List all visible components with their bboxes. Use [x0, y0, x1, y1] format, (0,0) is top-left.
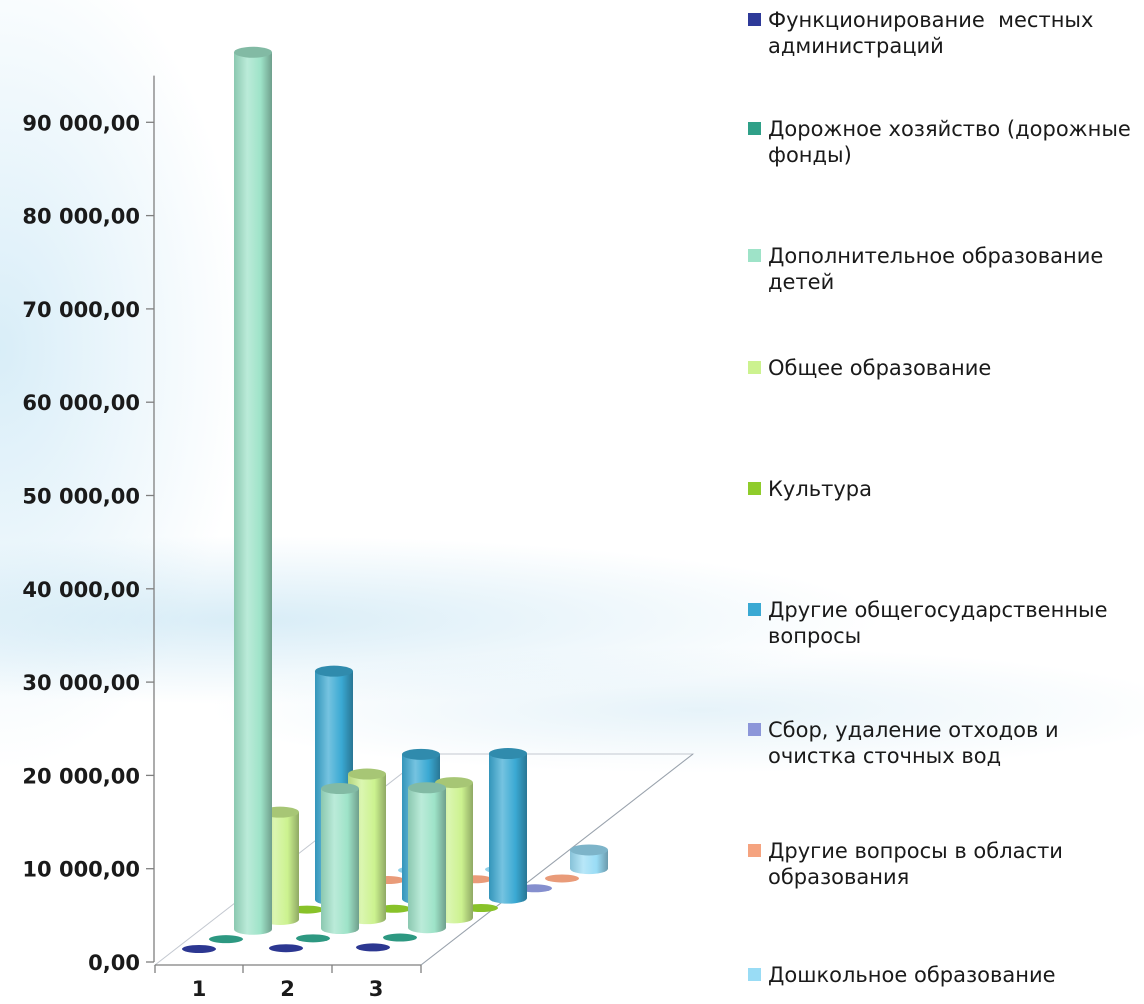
- legend-swatch: [748, 249, 761, 262]
- y-tick-label: 10 000,00: [22, 858, 140, 882]
- y-tick-label: 40 000,00: [22, 578, 140, 602]
- bar-body: [234, 52, 272, 935]
- legend-swatch: [748, 603, 761, 616]
- bar-cap: [348, 768, 386, 780]
- legend-swatch: [748, 968, 761, 981]
- bar-cap: [435, 777, 473, 789]
- bar-disc: [383, 933, 417, 942]
- bar-body: [489, 753, 527, 904]
- legend-label: Культура: [768, 477, 872, 501]
- chart-bars: [182, 46, 608, 953]
- bar-disc: [356, 943, 390, 952]
- legend-swatch: [748, 361, 761, 374]
- x-axis: 1 2 3: [154, 964, 422, 1001]
- bar-disc: [296, 934, 330, 943]
- bar: [356, 943, 390, 952]
- y-tick-label: 0,00: [88, 951, 140, 975]
- chart-plot: 0,00 10 000,00 20 000,00 30 000,00 40 000,00…: [22, 46, 695, 1001]
- y-tick-label: 60 000,00: [22, 391, 140, 415]
- x-tick-label: 3: [369, 977, 384, 1001]
- bar: [182, 945, 216, 953]
- bar-cap: [570, 844, 608, 856]
- bar-cap: [315, 665, 353, 677]
- legend-label: Функционирование местных администраций: [768, 8, 1101, 58]
- x-tick-label: 1: [192, 977, 207, 1001]
- y-tick-label: 50 000,00: [22, 485, 140, 509]
- legend-label: Дошкольное образование: [768, 963, 1056, 987]
- legend-label: Другие общегосударственные вопросы: [768, 598, 1115, 648]
- bar-cap: [234, 46, 272, 58]
- bar-cap: [408, 782, 446, 794]
- bar: [570, 844, 608, 875]
- bar: [209, 935, 243, 944]
- legend-swatch: [748, 723, 761, 736]
- y-tick-label: 80 000,00: [22, 205, 140, 229]
- y-tick-label: 30 000,00: [22, 671, 140, 695]
- bar-disc: [209, 935, 243, 944]
- y-axis: 0,00 10 000,00 20 000,00 30 000,00 40 000,00…: [22, 75, 155, 975]
- y-tick-label: 90 000,00: [22, 111, 140, 135]
- y-tick-label: 20 000,00: [22, 764, 140, 788]
- x-tick-label: 2: [280, 977, 295, 1001]
- bar-body: [321, 788, 359, 935]
- legend-label: Дополнительное образование детей: [768, 244, 1111, 294]
- bar: [234, 46, 272, 935]
- bar-disc: [182, 945, 216, 953]
- legend-swatch: [748, 13, 761, 26]
- legend-label: Другие вопросы в области образования: [768, 839, 1070, 889]
- bar: [408, 782, 446, 934]
- bar: [296, 934, 330, 943]
- bar: [489, 748, 527, 904]
- bar: [321, 783, 359, 935]
- bar-cap: [321, 783, 359, 795]
- legend-swatch: [748, 844, 761, 857]
- legend-label: Общее образование: [768, 356, 992, 380]
- floor-edge: [420, 753, 694, 966]
- bar-disc: [269, 944, 303, 953]
- legend-swatch: [748, 482, 761, 495]
- bar-body: [570, 849, 608, 875]
- bar-cap: [489, 748, 527, 760]
- chart-legend: Функционирование местных администраций До…: [748, 0, 1144, 1004]
- bar: [383, 933, 417, 942]
- bar: [545, 874, 579, 883]
- bar-disc: [545, 874, 579, 883]
- bar-cap: [402, 748, 440, 760]
- legend-label: Дорожное хозяйство (дорожные фонды): [768, 117, 1138, 167]
- bar: [269, 944, 303, 953]
- y-tick-label: 70 000,00: [22, 298, 140, 322]
- bar-body: [408, 787, 446, 934]
- legend-label: Сбор, удаление отходов и очистка сточных…: [768, 718, 1066, 768]
- legend-swatch: [748, 122, 761, 135]
